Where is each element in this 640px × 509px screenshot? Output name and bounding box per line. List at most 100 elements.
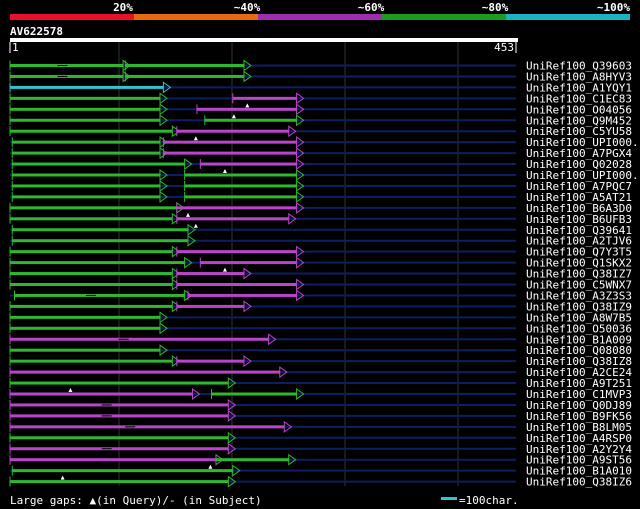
hit-name[interactable]: UniRef100_B1A010 — [526, 465, 632, 478]
hit-row[interactable]: UniRef100_Q7Y3T5 — [9, 246, 632, 259]
alignment-segment — [10, 403, 229, 407]
alignment-segment — [125, 74, 244, 78]
hit-row[interactable]: UniRef100_A8HYV3 — [9, 70, 632, 83]
hit-name[interactable]: UniRef100_A7PQC7 — [526, 180, 632, 193]
hit-row[interactable]: UniRef100_B9FK56 — [9, 410, 632, 423]
alignment-segment — [163, 151, 297, 155]
hit-row[interactable]: UniRef100_O04056 — [9, 103, 632, 119]
segment-end-arrow — [159, 322, 168, 335]
hit-row[interactable]: UniRef100_Q02028 — [10, 158, 632, 174]
hit-name[interactable]: UniRef100_Q0DJ89 — [526, 399, 632, 412]
hit-row[interactable]: UniRef100_Q39641 — [10, 224, 632, 237]
hit-row[interactable]: UniRef100_B1A009 — [9, 333, 632, 346]
hit-row[interactable]: UniRef100_A2Y2Y4 — [9, 443, 632, 456]
query-start: 1 — [12, 41, 19, 54]
hit-name[interactable]: UniRef100_C1MVP3 — [526, 388, 632, 401]
hit-row[interactable]: UniRef100_Q39603 — [9, 60, 632, 73]
hit-name[interactable]: UniRef100_Q38IZ8 — [526, 355, 632, 368]
hit-name[interactable]: UniRef100_O50036 — [526, 322, 632, 335]
hit-name[interactable]: UniRef100_B1A009 — [526, 333, 632, 346]
hit-name[interactable]: UniRef100_B9FK56 — [526, 410, 632, 423]
hit-row[interactable]: UniRef100_Q9M452 — [9, 114, 632, 127]
hit-row[interactable]: UniRef100_Q0DJ89 — [9, 399, 632, 412]
hit-row[interactable]: UniRef100_Q38IZ7 — [9, 268, 632, 281]
query-gap-marker — [60, 475, 65, 480]
hit-row[interactable]: UniRef100_B8LM05 — [9, 421, 632, 434]
segment-end-arrow — [159, 103, 168, 116]
hit-row[interactable]: UniRef100_Q38IZ6 — [9, 476, 632, 489]
segment-end-arrow — [171, 355, 181, 368]
segment-end-arrow — [279, 366, 288, 379]
segment-end-arrow — [159, 169, 168, 181]
hit-name[interactable]: UniRef100_A4RSP0 — [526, 432, 632, 445]
hit-row[interactable]: UniRef100_B6A3D0 — [9, 202, 632, 217]
hit-name[interactable]: UniRef100_A2Y2Y4 — [526, 443, 632, 456]
segment-end-arrow — [296, 169, 305, 181]
hit-name[interactable]: UniRef100_Q7Y3T5 — [526, 246, 632, 259]
hit-row[interactable]: UniRef100_C5WNX7 — [9, 279, 632, 292]
hit-name[interactable]: UniRef100_A9T251 — [526, 377, 632, 390]
hit-name[interactable]: UniRef100_B6UFB3 — [526, 213, 632, 226]
hit-name[interactable]: UniRef100_A5AT21 — [526, 191, 632, 204]
hit-name[interactable]: UniRef100_C5YU58 — [526, 125, 632, 138]
hit-row[interactable]: UniRef100_B1A010 — [10, 465, 632, 480]
hit-row[interactable]: UniRef100_UPI000.. — [10, 136, 640, 149]
alignment-segment — [200, 261, 297, 265]
hit-row[interactable]: UniRef100_O50036 — [9, 322, 632, 335]
hit-name[interactable]: UniRef100_Q02028 — [526, 158, 632, 171]
hit-name[interactable]: UniRef100_O04056 — [526, 103, 632, 116]
hit-name[interactable]: UniRef100_C5WNX7 — [526, 279, 632, 292]
hit-name[interactable]: UniRef100_Q1SKX2 — [526, 257, 632, 270]
segment-end-arrow — [288, 453, 297, 466]
hit-row[interactable]: UniRef100_A7PQC7 — [10, 180, 632, 193]
hit-row[interactable]: UniRef100_Q1SKX2 — [9, 257, 632, 272]
hit-name[interactable]: UniRef100_A9ST56 — [526, 454, 632, 467]
hit-row[interactable]: UniRef100_A2CE24 — [9, 366, 632, 379]
alignment-segment — [12, 195, 161, 199]
hit-row[interactable]: UniRef100_A5AT21 — [10, 191, 632, 204]
hit-name[interactable]: UniRef100_Q38IZ9 — [526, 300, 632, 313]
hit-name[interactable]: UniRef100_UPI000.. — [526, 136, 640, 149]
hit-name[interactable]: UniRef100_UPI000.. — [526, 169, 640, 182]
hit-name[interactable]: UniRef100_Q9M452 — [526, 114, 632, 127]
alignment-segment — [204, 118, 297, 122]
hit-name[interactable]: UniRef100_C1EC83 — [526, 92, 632, 105]
alignment-segment — [10, 261, 185, 265]
hit-row[interactable]: UniRef100_C1MVP3 — [9, 388, 632, 401]
hit-name[interactable]: UniRef100_Q08080 — [526, 344, 632, 357]
hit-row[interactable]: UniRef100_Q08080 — [9, 344, 632, 357]
hit-row[interactable]: UniRef100_Q38IZ8 — [9, 355, 632, 368]
hit-name[interactable]: UniRef100_B8LM05 — [526, 421, 632, 434]
hit-name[interactable]: UniRef100_A1YQY1 — [526, 81, 632, 94]
legend-label: ~100% — [597, 1, 630, 14]
hit-name[interactable]: UniRef100_A2CE24 — [526, 366, 632, 379]
alignment-segment — [10, 217, 173, 221]
hit-row[interactable]: UniRef100_A3Z3S3 — [10, 289, 632, 302]
hit-row[interactable]: UniRef100_A7PGX4 — [10, 147, 632, 160]
hit-name[interactable]: UniRef100_A3Z3S3 — [526, 289, 632, 302]
hit-row[interactable]: UniRef100_A9T251 — [9, 377, 632, 393]
hit-row[interactable]: UniRef100_A4RSP0 — [9, 432, 632, 445]
hit-name[interactable]: UniRef100_Q39603 — [526, 60, 632, 73]
hit-name[interactable]: UniRef100_Q39641 — [526, 224, 632, 237]
hit-row[interactable]: UniRef100_C5YU58 — [9, 125, 632, 141]
segment-end-arrow — [191, 388, 201, 400]
alignment-segment — [163, 140, 297, 144]
hit-row[interactable]: UniRef100_A1YQY1 — [9, 81, 632, 94]
hit-name[interactable]: UniRef100_A2TJV6 — [526, 235, 632, 248]
hit-row[interactable]: UniRef100_A8W7B5 — [9, 311, 632, 324]
hit-row[interactable]: UniRef100_UPI000.. — [10, 169, 640, 182]
hit-row[interactable]: UniRef100_Q38IZ9 — [9, 300, 632, 313]
hit-row[interactable]: UniRef100_B6UFB3 — [9, 213, 632, 228]
hit-name[interactable]: UniRef100_A7PGX4 — [526, 147, 632, 160]
query-name: AV622578 — [10, 25, 63, 38]
hit-row[interactable]: UniRef100_A2TJV6 — [10, 235, 632, 248]
hit-row[interactable]: UniRef100_C1EC83 — [9, 92, 632, 108]
hit-name[interactable]: UniRef100_Q38IZ7 — [526, 268, 632, 281]
hit-row[interactable]: UniRef100_A9ST56 — [9, 453, 632, 469]
hit-name[interactable]: UniRef100_A8W7B5 — [526, 311, 632, 324]
hit-name[interactable]: UniRef100_B6A3D0 — [526, 202, 632, 215]
hit-name[interactable]: UniRef100_Q38IZ6 — [526, 476, 632, 489]
hit-name[interactable]: UniRef100_A8HYV3 — [526, 70, 632, 83]
